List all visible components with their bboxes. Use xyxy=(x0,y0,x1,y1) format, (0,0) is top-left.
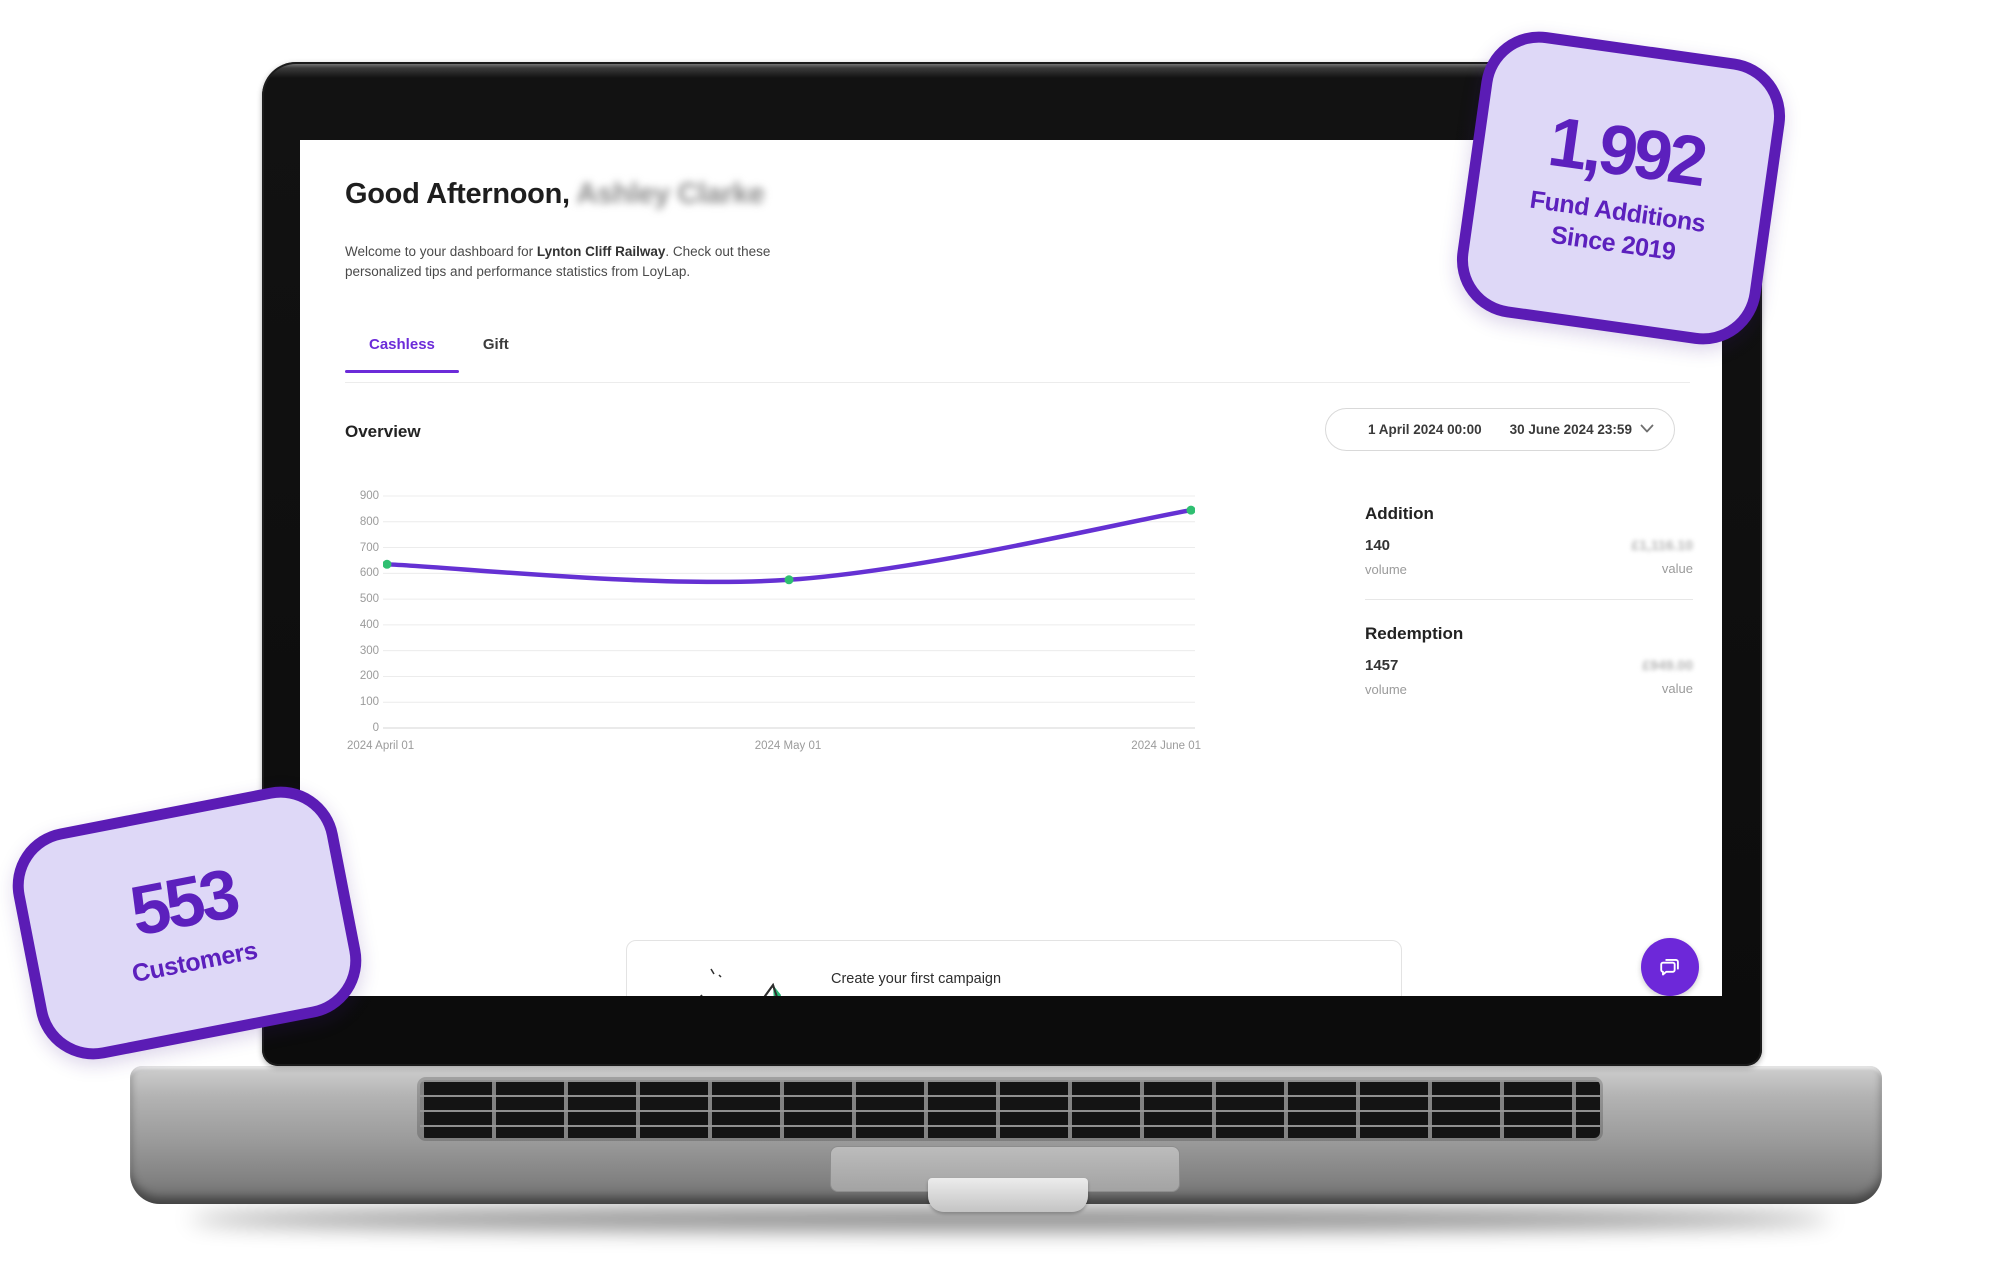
stat-redemption-volume: 1457 xyxy=(1365,657,1399,674)
greeting-text: Good Afternoon, xyxy=(345,178,570,210)
dashboard-screen: Good Afternoon, Ashley Clarke Welcome to… xyxy=(300,140,1722,996)
tab-gift[interactable]: Gift xyxy=(482,336,509,353)
y-tick-label: 500 xyxy=(359,593,379,606)
welcome-pre: Welcome to your dashboard for xyxy=(345,244,537,259)
tab-cashless[interactable]: Cashless xyxy=(345,336,459,373)
stat-redemption-title: Redemption xyxy=(1365,624,1464,643)
overview-line-chart: 0 100 200 300 400 500 600 700 800 900 2024 April … xyxy=(345,490,1203,752)
stat-addition-volume: 140 xyxy=(1365,537,1391,554)
stats-divider xyxy=(1365,599,1693,600)
y-tick-label: 100 xyxy=(359,696,379,709)
create-campaign-title: Create your first campaign xyxy=(831,971,1002,987)
y-tick-label: 900 xyxy=(359,490,379,502)
page-title: Good Afternoon, Ashley Clarke xyxy=(345,178,765,211)
laptop-front-notch xyxy=(928,1178,1088,1212)
stat-redemption: Redemption 1457 volume £949.00 value xyxy=(1365,624,1693,697)
laptop-keyboard xyxy=(420,1080,1600,1138)
customers-count: 553 xyxy=(124,854,242,951)
fund-additions-count: 1,992 xyxy=(1543,101,1709,201)
y-tick-label: 0 xyxy=(372,722,379,734)
laptop-shadow xyxy=(190,1208,1830,1230)
x-tick-label: 2024 April 01 xyxy=(347,740,415,752)
stat-addition: Addition 140 volume £1,116.10 value xyxy=(1365,504,1693,577)
user-name: Ashley Clarke xyxy=(576,178,765,210)
welcome-post: . Check out these personalized tips and … xyxy=(345,244,771,280)
tab-bar: Cashless Gift xyxy=(345,336,533,373)
chat-button[interactable] xyxy=(1641,938,1699,996)
y-tick-label: 400 xyxy=(359,618,379,631)
y-tick-label: 200 xyxy=(359,670,379,683)
stat-redemption-volume-label: volume xyxy=(1365,682,1407,697)
stat-addition-value: £1,116.10 xyxy=(1631,537,1693,553)
date-range-picker[interactable]: 1 April 2024 00:00 30 June 2024 23:59 xyxy=(1325,408,1675,451)
y-tick-label: 600 xyxy=(359,567,379,580)
date-range-end: 30 June 2024 23:59 xyxy=(1509,422,1632,437)
date-range-start: 1 April 2024 00:00 xyxy=(1368,422,1482,437)
create-campaign-card[interactable]: Create your first campaign xyxy=(626,940,1402,996)
chat-icon xyxy=(1660,959,1679,976)
tabs-divider xyxy=(345,382,1690,383)
chevron-down-icon xyxy=(1640,424,1654,433)
fund-additions-badge: 1,992 Fund Additions Since 2019 xyxy=(1449,24,1793,352)
company-name: Lynton Cliff Railway xyxy=(536,244,666,259)
laptop-base xyxy=(130,1066,1882,1212)
y-tick-label: 800 xyxy=(359,515,379,528)
stats-panel: Addition 140 volume £1,116.10 value Rede… xyxy=(1365,504,1693,697)
x-tick-label: 2024 May 01 xyxy=(754,740,822,752)
y-tick-label: 300 xyxy=(359,644,379,657)
stat-addition-title: Addition xyxy=(1365,504,1434,523)
stat-redemption-value-label: value xyxy=(1661,681,1693,696)
megaphone-icon xyxy=(700,968,781,996)
chart-plot-area xyxy=(382,492,1196,736)
welcome-text: Welcome to your dashboard for Lynton Cli… xyxy=(345,242,790,283)
chart-y-axis-labels: 0 100 200 300 400 500 600 700 800 900 xyxy=(345,490,379,740)
x-tick-label: 2024 June 01 xyxy=(1131,740,1201,752)
stat-redemption-value: £949.00 xyxy=(1642,657,1693,673)
overview-heading: Overview xyxy=(345,422,421,441)
stat-addition-value-label: value xyxy=(1661,561,1693,576)
y-tick-label: 700 xyxy=(359,541,379,554)
stat-addition-volume-label: volume xyxy=(1365,562,1407,577)
